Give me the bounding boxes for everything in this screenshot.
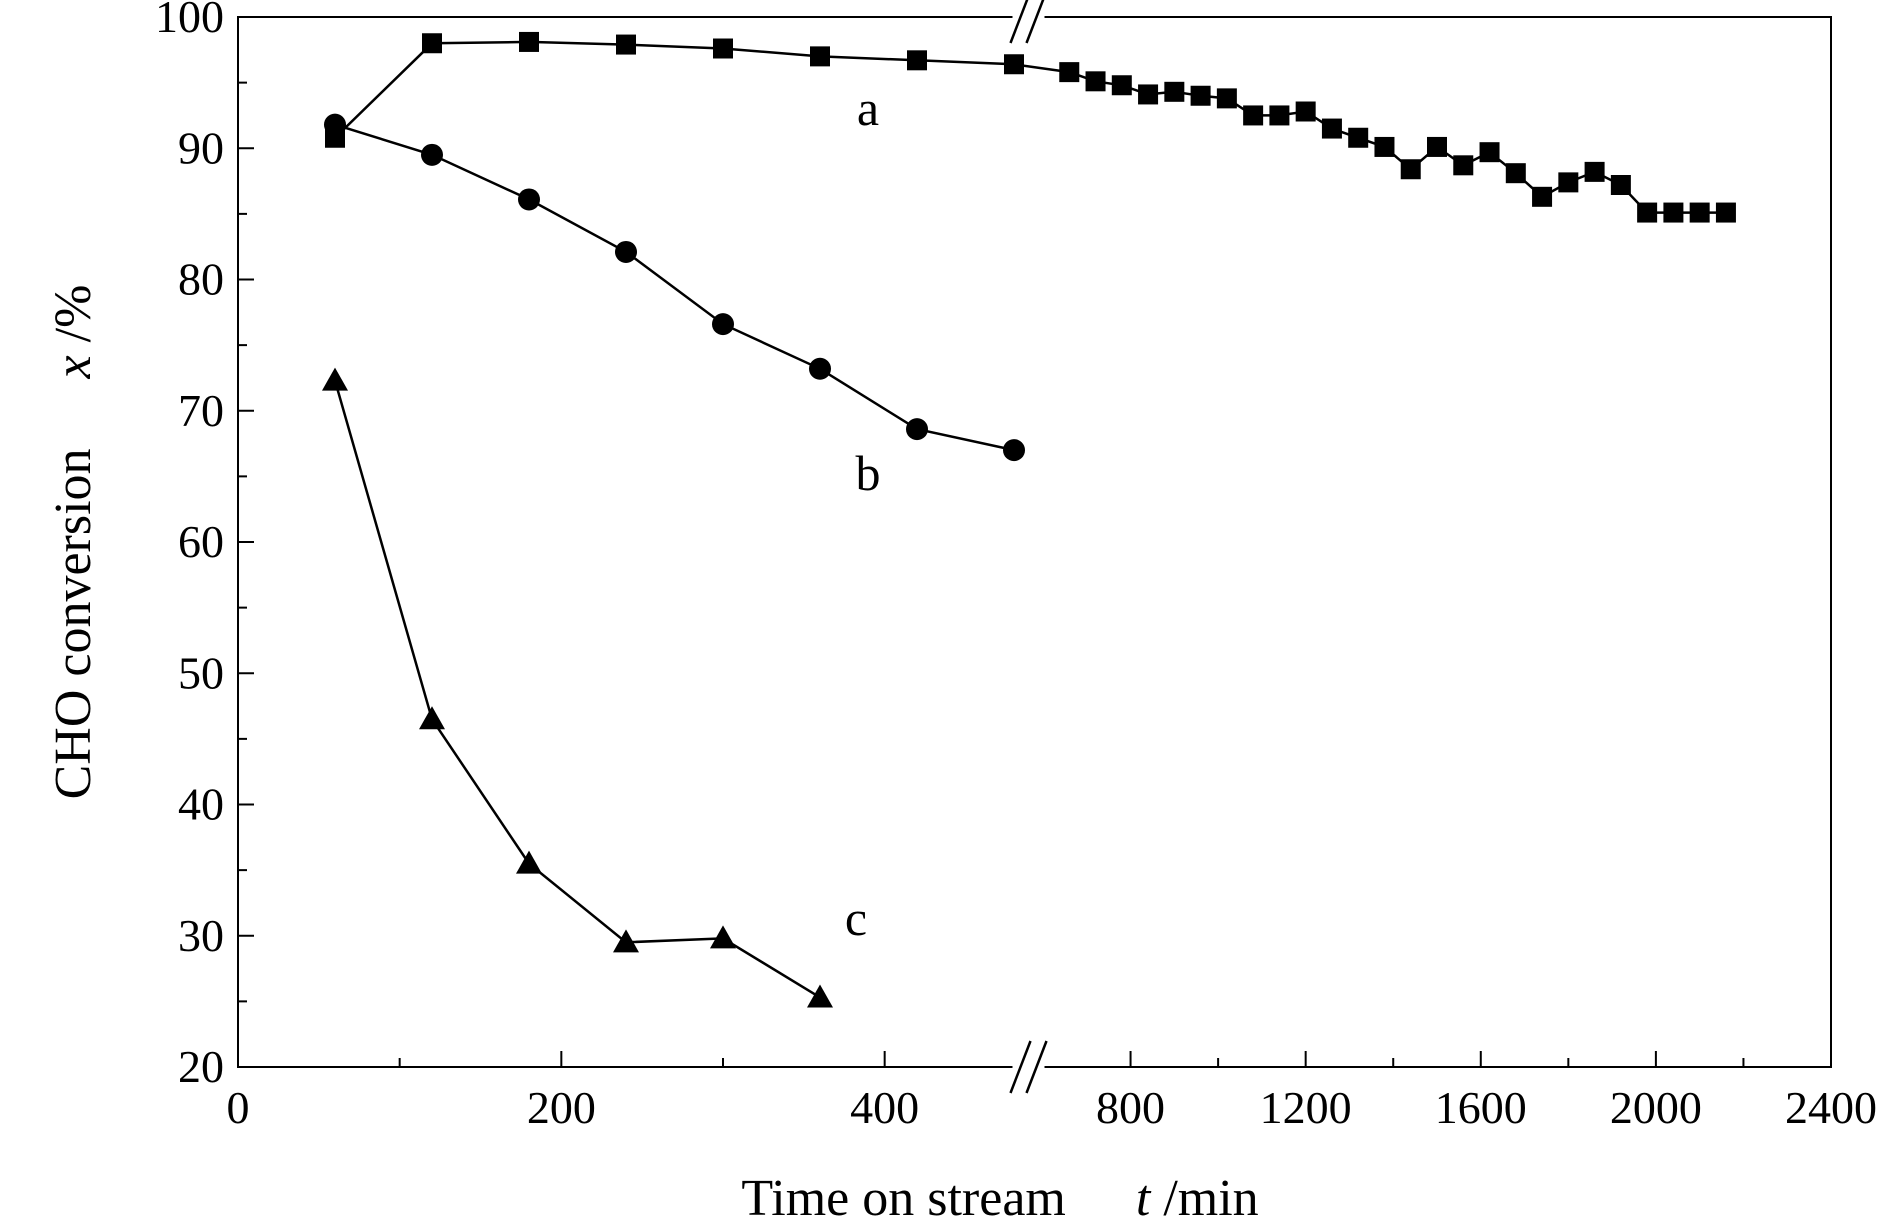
y-tick-label: 50 — [178, 647, 224, 698]
y-axis-variable: x — [45, 355, 102, 379]
data-point-square — [519, 31, 539, 52]
x-tick-label: 1200 — [1260, 1082, 1352, 1133]
data-point-square — [1004, 54, 1024, 75]
x-axis-unit: /min — [1150, 1170, 1258, 1227]
data-point-square — [1715, 202, 1736, 223]
data-point-square — [1138, 84, 1159, 105]
data-point-square — [1059, 62, 1080, 83]
axis-break-marks — [1009, 0, 1048, 1094]
data-point-square — [1689, 202, 1710, 223]
data-point-square — [1479, 142, 1500, 163]
data-point-square — [1085, 71, 1106, 92]
axis-break-mark — [1009, 1040, 1032, 1094]
series-b-line — [334, 123, 1015, 452]
data-point-triangle — [419, 706, 445, 730]
data-point-circle — [518, 188, 540, 211]
x-axis-variable: t — [1136, 1170, 1152, 1227]
data-point-square — [810, 46, 830, 67]
axis-break-gap — [1012, 1064, 1045, 1070]
y-axis-unit: /% — [45, 285, 102, 356]
data-point-square — [1269, 105, 1290, 126]
x-tick-label: 2400 — [1785, 1082, 1877, 1133]
data-point-square — [1532, 186, 1553, 207]
data-point-square — [1453, 155, 1474, 176]
data-point-square — [1584, 161, 1605, 182]
data-point-square — [422, 33, 442, 54]
x-tick-label: 2000 — [1610, 1082, 1702, 1133]
data-point-square — [616, 34, 636, 55]
data-point-square — [1427, 136, 1447, 157]
axis-break-mark — [1009, 0, 1029, 44]
data-point-square — [1321, 118, 1342, 139]
x-axis-title-text: Time on stream — [741, 1170, 1066, 1227]
data-point-square — [713, 38, 733, 59]
data-point-square — [1111, 75, 1132, 96]
series-c-label: c — [845, 890, 867, 946]
data-point-square — [1400, 159, 1421, 180]
data-point-square — [907, 50, 927, 71]
data-point-circle — [712, 313, 734, 336]
x-tick-label: 200 — [527, 1082, 596, 1133]
data-point-square — [1610, 175, 1631, 195]
data-point-circle — [1003, 439, 1025, 462]
axis-break-mark — [1025, 1040, 1048, 1094]
data-point-triangle — [710, 925, 736, 949]
axis-ticks — [238, 16, 1745, 1068]
data-point-square — [1164, 81, 1185, 102]
x-axis-title: Time on stream t /min — [741, 1170, 1258, 1227]
series-layer: a b c — [322, 31, 1736, 1008]
data-point-circle — [906, 418, 928, 441]
data-point-square — [1216, 88, 1237, 109]
series-b: b — [324, 113, 1025, 501]
y-tick-label: 80 — [178, 254, 224, 305]
axis-break-gap — [1012, 14, 1045, 20]
data-point-triangle — [613, 929, 639, 953]
data-point-circle — [615, 240, 637, 263]
series-b-label: b — [856, 445, 881, 501]
data-point-circle — [809, 357, 831, 380]
series-c: c — [322, 367, 867, 1008]
x-tick-label: 1600 — [1435, 1082, 1527, 1133]
y-tick-label: 40 — [178, 779, 224, 830]
y-tick-label: 30 — [178, 910, 224, 961]
y-axis-title-text: CHO conversion — [45, 448, 102, 799]
y-tick-label: 100 — [155, 0, 224, 42]
data-point-circle — [421, 143, 443, 166]
y-tick-label: 90 — [178, 122, 224, 173]
y-tick-label: 20 — [178, 1041, 224, 1092]
series-a-label: a — [857, 80, 879, 136]
data-point-square — [1190, 85, 1211, 106]
x-tick-label: 400 — [850, 1082, 919, 1133]
data-point-square — [1243, 105, 1264, 126]
x-tick-label: 800 — [1096, 1082, 1165, 1133]
data-point-square — [1558, 172, 1579, 193]
y-tick-label: 60 — [178, 516, 224, 567]
data-point-triangle — [322, 367, 348, 391]
x-tick-label: 0 — [227, 1082, 250, 1133]
data-point-square — [1505, 163, 1526, 184]
data-point-square — [1348, 127, 1369, 148]
series-c-line — [333, 380, 821, 999]
axis-break-mark — [1025, 0, 1045, 44]
data-point-triangle — [807, 984, 833, 1008]
data-point-triangle — [516, 850, 542, 874]
series-a: a — [325, 31, 1736, 223]
y-tick-label: 70 — [178, 385, 224, 436]
data-point-square — [1295, 101, 1316, 122]
data-point-square — [1663, 202, 1684, 223]
data-point-square — [1637, 202, 1658, 223]
y-axis-title: CHO conversion x /% — [45, 285, 102, 800]
axis-tick-labels: 20 30 40 50 60 70 80 90 100 0 200 400 800 1200 1600 200… — [155, 0, 1877, 1133]
data-point-circle — [324, 113, 346, 136]
series-a-line — [334, 40, 1726, 214]
data-point-square — [1374, 136, 1395, 157]
